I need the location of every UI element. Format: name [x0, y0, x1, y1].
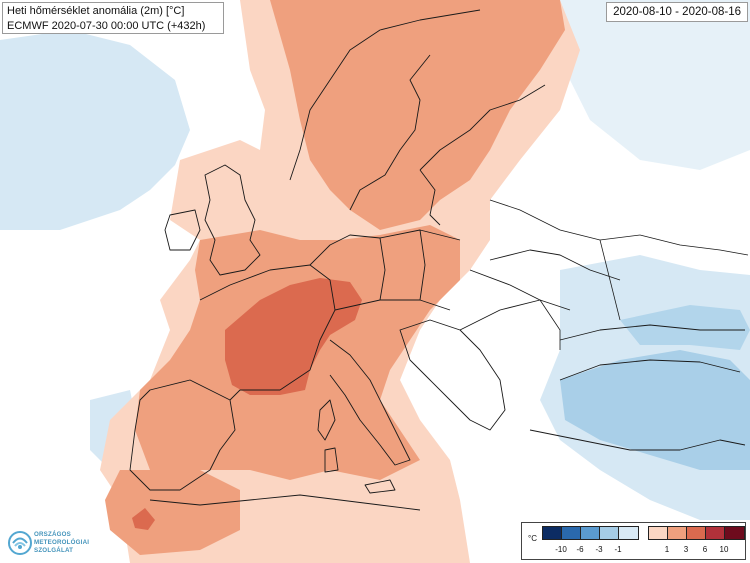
legend-unit: °C — [528, 534, 537, 543]
legend-positive-swatch-3 — [706, 527, 725, 539]
warm-area-north-sea — [170, 140, 300, 240]
legend-negative-swatch-4 — [619, 527, 638, 539]
cold-area-turkey — [620, 305, 750, 350]
cold-area-north-east — [560, 0, 750, 170]
map-subtitle: ECMWF 2020-07-30 00:00 UTC (+432h) — [7, 20, 206, 32]
country-borders — [129, 9, 746, 511]
map-title: Heti hőmérséklet anomália (2m) [°C] — [7, 5, 185, 17]
legend-label-neg-3: -3 — [595, 545, 603, 554]
legend-positive-swatch-1 — [668, 527, 687, 539]
legend-negative-swatch-2 — [581, 527, 600, 539]
logo-line-1: ORSZÁGOS — [34, 531, 72, 538]
cold-area-atlantic — [0, 30, 190, 230]
warm-area-iberia — [105, 470, 240, 555]
legend-negative-swatch-0 — [543, 527, 562, 539]
om-swirl-logo-icon — [8, 531, 32, 555]
east-borders — [489, 199, 749, 350]
legend-positive-swatch-4 — [725, 527, 744, 539]
legend-positive-swatch-2 — [687, 527, 706, 539]
omsz-logo: ORSZÁGOS METEOROLÓGIAI SZOLGÁLAT — [4, 526, 98, 560]
map-title-box: Heti hőmérséklet anomália (2m) [°C] ECMW… — [2, 2, 224, 34]
legend-negative-swatch-3 — [600, 527, 619, 539]
legend-label-neg-1: -1 — [614, 545, 622, 554]
warm-area-spain-spot — [132, 508, 155, 530]
logo-line-2: METEOROLÓGIAI — [34, 539, 90, 546]
legend-positive-swatches — [648, 526, 745, 540]
legend-label-neg-6: -6 — [576, 545, 584, 554]
date-range-badge: 2020-08-10 - 2020-08-16 — [606, 2, 748, 22]
legend-label-neg-10: -10 — [555, 545, 567, 554]
legend-label-pos-10: 10 — [719, 545, 729, 554]
legend-positive-swatch-0 — [649, 527, 668, 539]
legend-negative-swatch-1 — [562, 527, 581, 539]
legend-label-pos-3: 3 — [683, 545, 689, 554]
legend-negative-swatches — [542, 526, 639, 540]
logo-line-3: SZOLGÁLAT — [34, 547, 74, 554]
cold-area-black-sea — [560, 350, 750, 470]
warm-area-france-core — [225, 278, 362, 395]
legend-label-pos-1: 1 — [664, 545, 670, 554]
logo-text: ORSZÁGOS METEOROLÓGIAI SZOLGÁLAT — [34, 531, 89, 555]
color-legend: °C -10 -6 -3 -1 1 3 6 10 — [521, 522, 746, 560]
legend-label-pos-6: 6 — [702, 545, 708, 554]
